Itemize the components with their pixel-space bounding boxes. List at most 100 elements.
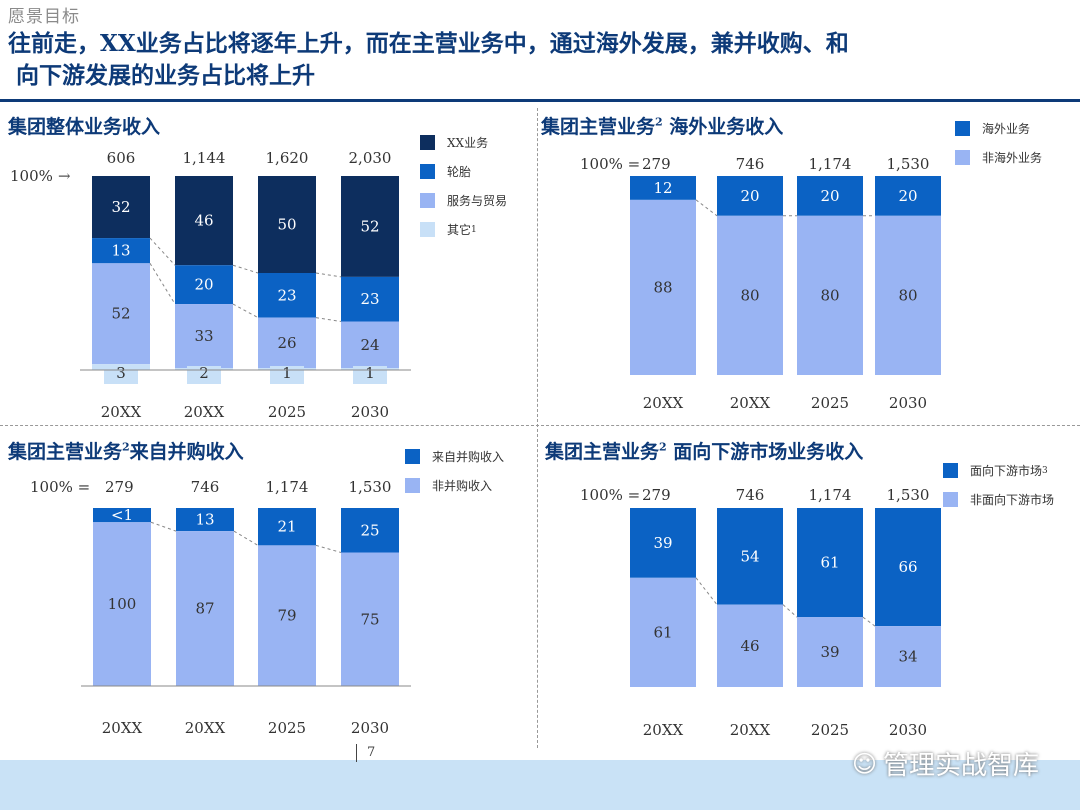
bar-value-label: 1: [282, 364, 292, 382]
panel-4-title-b: 面向下游市场业务收入: [666, 441, 864, 463]
bar-value-label: 20: [820, 187, 839, 205]
bar-segment: [797, 176, 863, 216]
bar-value-label: 2: [199, 364, 209, 382]
title-divider: [0, 99, 1080, 102]
bar-value-label: 13: [111, 242, 130, 260]
bar-segment: [341, 552, 399, 686]
legend-item: 面向下游市场 3: [943, 456, 1054, 485]
legend-label: 来自并购收入: [432, 450, 505, 464]
total-label: 279: [642, 486, 671, 504]
category-label: 20XX: [101, 403, 142, 421]
panel-2-title-a: 集团主营业务: [541, 116, 656, 138]
legend-label: 其它: [447, 223, 472, 237]
category-label: 20XX: [184, 403, 225, 421]
panel-2-legend: 海外业务 非海外业务: [955, 114, 1042, 172]
total-label: 279: [105, 478, 134, 496]
connector-line: [695, 199, 718, 217]
total-label: 746: [191, 478, 220, 496]
connector-line: [233, 530, 259, 546]
bar-segment: [258, 273, 316, 318]
panel-1-title: 集团整体业务收入: [8, 116, 161, 138]
category-label: 2025: [811, 394, 849, 412]
bar-segment: [630, 199, 696, 375]
total-label: 746: [736, 155, 765, 173]
bar-value-label: <1: [111, 506, 133, 524]
bar-value-label: 100: [108, 595, 137, 613]
bar-value-label: 80: [740, 286, 759, 304]
bar-value-label: 61: [653, 623, 672, 641]
legend-swatch-navy: [420, 135, 435, 150]
total-label: 746: [736, 486, 765, 504]
bar-segment: [797, 508, 863, 618]
bar-segment: [341, 276, 399, 322]
panel-3-title-a: 集团主营业务: [8, 441, 123, 463]
legend-item: 轮胎: [420, 157, 507, 186]
category-label: 2025: [268, 719, 306, 737]
total-label: 1,144: [183, 149, 226, 167]
bar-segment: [630, 176, 696, 200]
bar-segment: [258, 176, 316, 273]
legend-label: 非海外业务: [982, 151, 1043, 165]
total-label: 1,530: [349, 478, 392, 496]
connector-line: [782, 604, 798, 618]
category-label: 20XX: [643, 721, 684, 739]
legend-item: 海外业务: [955, 114, 1042, 143]
category-label: 20XX: [730, 394, 771, 412]
panel-2-title-sup: 2: [655, 115, 663, 129]
legend-swatch-blue: [943, 463, 958, 478]
legend-swatch-light: [420, 193, 435, 208]
category-label: 2030: [351, 719, 389, 737]
bar-segment: [93, 508, 151, 523]
legend-item: 来自并购收入: [405, 442, 504, 471]
total-label: 1,174: [809, 155, 852, 173]
bar-value-label: 88: [653, 278, 672, 296]
bar-value-label: 25: [360, 521, 379, 539]
bar-segment: [717, 604, 783, 687]
legend-label: 海外业务: [982, 122, 1031, 136]
bar-segment: [717, 215, 783, 375]
bar-value-label: 21: [277, 518, 296, 536]
panel-3-title-sup: 2: [122, 440, 130, 454]
bar-value-label: 20: [740, 187, 759, 205]
bar-segment: [630, 508, 696, 578]
bar-segment: [797, 617, 863, 687]
total-label: 1,174: [266, 478, 309, 496]
bar-value-label: 46: [194, 212, 213, 230]
watermark: ☺ 管理实战智库: [852, 745, 1039, 782]
category-label: 20XX: [643, 394, 684, 412]
bar-value-label: 80: [820, 286, 839, 304]
legend-label: XX业务: [447, 136, 489, 150]
bar-value-label: 54: [740, 547, 759, 565]
bar-segment: [630, 577, 696, 687]
bar-segment: [175, 176, 233, 266]
category-label: 20XX: [102, 719, 143, 737]
bar-segment: [176, 508, 234, 532]
bar-segment: [175, 265, 233, 305]
bar-value-label: 24: [360, 336, 379, 354]
section-tag: 愿景目标: [8, 7, 80, 27]
hundred-percent-label: 100%: [10, 167, 53, 185]
arrow-icon: →: [58, 167, 71, 185]
bar-value-label: 13: [195, 511, 214, 529]
bar-segment: [797, 215, 863, 375]
hundred-percent-label: 100% =: [30, 478, 90, 496]
bar-value-label: 39: [653, 534, 672, 552]
bar-value-label: 26: [277, 334, 296, 352]
panel-4-title: 集团主营业务2 面向下游市场业务收入: [545, 437, 863, 464]
bar-segment: [717, 176, 783, 216]
connector-line: [149, 263, 176, 305]
category-label: 2025: [268, 403, 306, 421]
page-number: 7: [356, 744, 375, 762]
category-label: 2030: [889, 394, 927, 412]
panel-1-legend: XX业务 轮胎 服务与贸易 其它 1: [420, 128, 507, 244]
connector-line: [150, 521, 177, 532]
panel-3-title-b: 来自并购收入: [129, 441, 244, 463]
bar-segment: [341, 321, 399, 369]
bar-segment: [875, 215, 941, 375]
bar-segment: [92, 263, 150, 365]
horizontal-divider: [0, 425, 1080, 426]
legend-item: 非面向下游市场: [943, 485, 1054, 514]
panel-3-legend: 来自并购收入 非并购收入: [405, 442, 504, 500]
bar-value-label: 1: [365, 364, 375, 382]
